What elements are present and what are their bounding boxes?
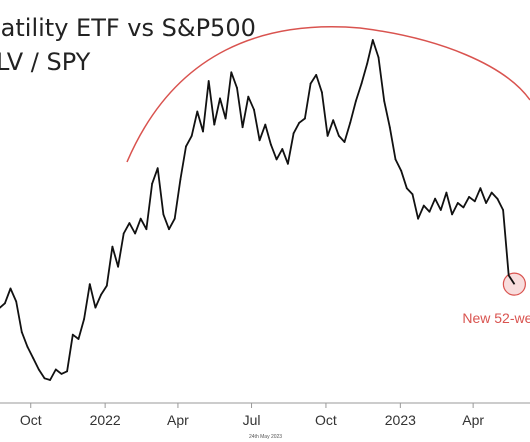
x-tick-label: Apr — [167, 412, 189, 428]
x-axis-ticks: Oct 2022 Apr Jul Oct 2023 Apr — [20, 403, 484, 428]
chart-subtitle: LV / SPY — [0, 48, 91, 76]
footer-date: 24th May 2023 — [249, 434, 282, 440]
x-tick-label: Apr — [462, 412, 484, 428]
chart-title: latility ETF vs S&P500 — [0, 14, 256, 42]
series-points — [0, 39, 516, 381]
x-tick-label: Oct — [20, 412, 42, 428]
annotation-arc — [126, 26, 530, 163]
x-tick-label: 2023 — [385, 412, 416, 428]
x-tick-label: Jul — [243, 412, 261, 428]
x-tick-label: Oct — [315, 412, 337, 428]
annotation-text: New 52-we — [462, 310, 530, 326]
series-line — [0, 39, 516, 381]
x-tick-label: 2022 — [90, 412, 121, 428]
